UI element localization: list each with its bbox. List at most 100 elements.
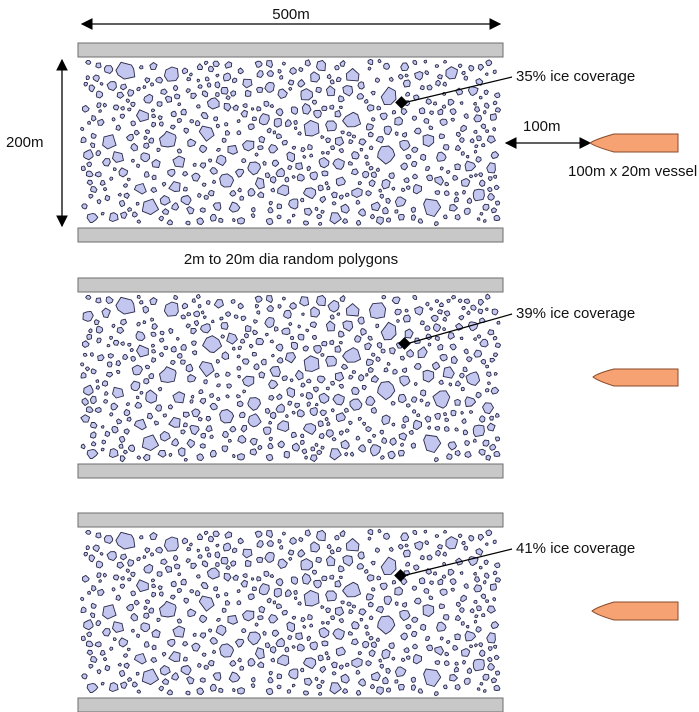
ice-floe — [385, 197, 391, 204]
ice-floe — [441, 104, 447, 109]
ice-floe — [215, 73, 220, 78]
ice-floe — [251, 107, 255, 111]
ice-floe — [468, 535, 475, 542]
ice-floe — [361, 385, 367, 391]
ice-floe — [437, 74, 443, 80]
ice-floe — [264, 332, 269, 337]
coverage-label: 35% ice coverage — [516, 68, 635, 85]
ice-floe — [375, 167, 380, 172]
ice-floe — [176, 353, 183, 359]
ice-floe — [473, 349, 483, 358]
ice-floe — [276, 684, 282, 690]
ice-floe — [271, 353, 275, 358]
ice-floe — [262, 160, 267, 166]
ice-floe — [90, 132, 97, 139]
ice-floe — [242, 548, 253, 559]
ice-floe — [241, 158, 247, 164]
ice-floe — [180, 665, 192, 676]
ice-floe — [108, 448, 119, 458]
ice-floe — [120, 106, 125, 111]
ice-floe — [475, 626, 482, 633]
ice-floe — [265, 407, 271, 414]
ice-floe — [289, 536, 297, 545]
ice-floe — [199, 207, 206, 213]
ice-floe — [330, 145, 336, 150]
ice-floe — [368, 635, 374, 641]
ice-floe — [228, 201, 241, 213]
ice-floe — [351, 187, 363, 198]
ice-floe — [398, 683, 405, 691]
ice-floe — [300, 439, 305, 445]
ice-floe — [404, 73, 409, 78]
ice-floe — [95, 297, 102, 304]
ice-floe — [354, 335, 362, 343]
ice-floe — [151, 323, 158, 330]
ice-floe — [367, 536, 372, 541]
ice-floe — [434, 412, 441, 420]
ice-floe — [276, 603, 282, 610]
ice-floe — [273, 587, 282, 598]
ice-floe — [118, 435, 126, 443]
ice-floe — [346, 601, 352, 607]
ice-floe — [392, 368, 398, 375]
ice-floe — [172, 625, 186, 638]
ice-floe — [330, 615, 336, 620]
ice-floe — [171, 202, 180, 211]
ice-floe — [434, 660, 441, 665]
ice-floe — [86, 649, 94, 656]
ice-floe — [466, 197, 473, 204]
ice-floe — [299, 197, 305, 203]
ice-floe — [151, 591, 157, 598]
ice-floe — [180, 429, 186, 435]
ice-floe — [293, 590, 298, 595]
ice-floe — [351, 657, 363, 668]
ice-floe — [247, 413, 262, 428]
ice-floe — [237, 537, 244, 545]
ice-floe — [370, 671, 381, 682]
ice-floe — [371, 117, 376, 122]
ice-floe — [369, 683, 376, 690]
ice-floe — [466, 356, 473, 363]
ice-floe — [493, 684, 501, 691]
ice-floe — [108, 212, 119, 222]
ice-floe — [86, 449, 99, 459]
ice-floe — [136, 633, 141, 638]
ice-floe — [338, 565, 345, 573]
ice-floe — [338, 664, 344, 670]
ice-floe — [185, 88, 191, 94]
ice-floe — [454, 450, 461, 457]
ice-floe — [149, 532, 158, 541]
ice-floe — [207, 659, 215, 667]
ice-floe — [80, 126, 85, 131]
ice-floe — [357, 551, 365, 560]
ice-floe — [417, 688, 424, 694]
ice-floe — [277, 69, 282, 74]
ice-floe — [209, 213, 217, 222]
ice-floe — [291, 683, 296, 688]
ice-floe — [116, 91, 125, 99]
ice-floe — [391, 186, 396, 191]
ice-floe — [177, 102, 182, 107]
coverage-label: 39% ice coverage — [516, 305, 635, 322]
ice-floe — [358, 608, 367, 616]
ice-floe — [262, 630, 267, 636]
ice-floe — [275, 578, 284, 587]
ice-floe — [204, 546, 210, 552]
ice-floe — [419, 398, 424, 403]
ice-floe — [151, 113, 157, 119]
ice-floe — [400, 108, 408, 116]
ice-floe — [172, 85, 179, 92]
ice-floe — [239, 195, 245, 201]
ice-floe — [264, 551, 275, 563]
ice-floe — [186, 206, 195, 215]
ice-floe — [294, 369, 304, 381]
ice-floe — [412, 529, 418, 536]
ice-floe — [86, 161, 92, 168]
ice-floe — [136, 109, 149, 123]
ice-floe — [330, 661, 338, 669]
ice-floe — [290, 576, 299, 585]
ice-floe — [150, 108, 156, 113]
ice-floe — [429, 307, 433, 311]
ice-floe — [479, 649, 486, 657]
ice-floe — [85, 75, 90, 81]
